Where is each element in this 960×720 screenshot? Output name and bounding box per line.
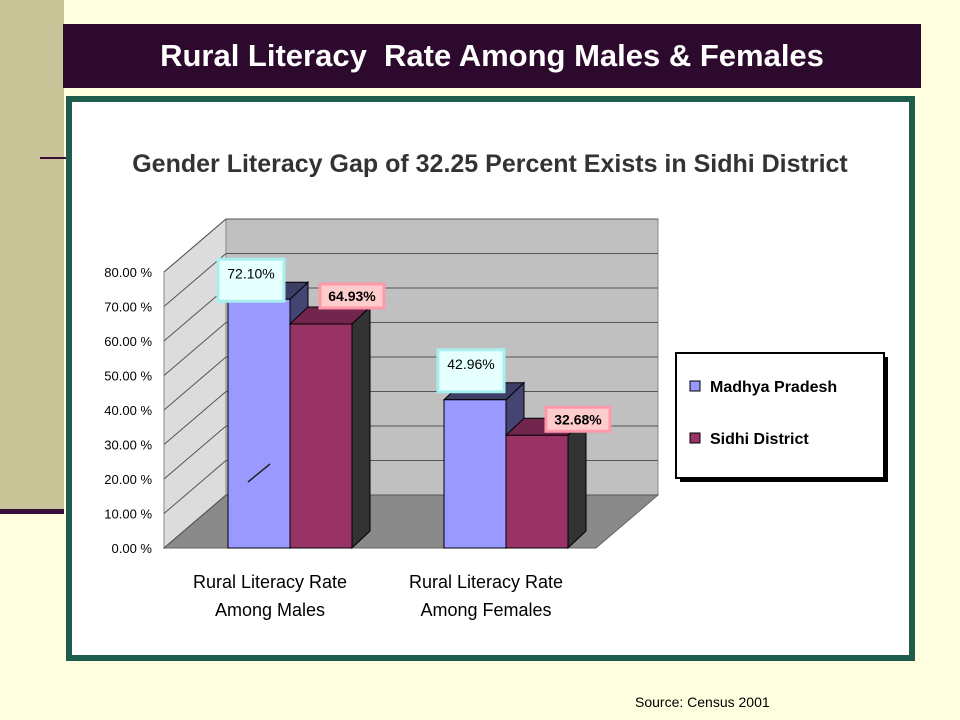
gridline-side <box>163 218 227 273</box>
source-note: Source: Census 2001 <box>635 694 770 710</box>
bar-sidhi-district <box>505 434 569 549</box>
left-tick-rule <box>40 157 66 159</box>
category-label: Among Females <box>420 600 551 620</box>
chart-title: Gender Literacy Gap of 32.25 Percent Exi… <box>132 150 848 178</box>
y-tick-label: 70.00 % <box>104 300 152 315</box>
bar-sidhi-district <box>289 323 353 549</box>
left-band-rule <box>0 509 64 514</box>
data-label-box <box>544 405 612 433</box>
data-label-box <box>216 257 286 303</box>
legend-label: Sidhi District <box>710 431 809 448</box>
data-label-box <box>318 282 386 310</box>
y-tick-label: 10.00 % <box>104 507 152 522</box>
y-tick-label: 60.00 % <box>104 334 152 349</box>
gridline-side <box>163 356 227 411</box>
bar-chart: Gender Literacy Gap of 32.25 Percent Exi… <box>104 150 888 620</box>
bar-madhya-pradesh <box>227 298 291 549</box>
stray-mark <box>247 463 271 483</box>
legend-label: Madhya Pradesh <box>710 379 837 396</box>
bar-side <box>351 305 371 550</box>
category-label: Among Males <box>215 600 325 620</box>
category-label: Rural Literacy Rate <box>193 572 347 592</box>
gridline-side <box>163 322 227 376</box>
gridline-side <box>163 253 227 307</box>
y-tick-label: 50.00 % <box>104 369 152 384</box>
gridline-side <box>163 425 227 480</box>
y-tick-label: 80.00 % <box>104 265 152 280</box>
data-label: 72.10% <box>227 265 274 281</box>
category-label: Rural Literacy Rate <box>409 572 563 592</box>
legend-swatch <box>689 432 701 444</box>
data-label: 42.96% <box>447 356 494 372</box>
chart-frame: Gender Literacy Gap of 32.25 Percent Exi… <box>66 96 915 661</box>
gridline-side <box>163 460 227 514</box>
slide-title-bar: Rural Literacy Rate Among Males & Female… <box>63 24 921 88</box>
bar-side <box>567 417 587 550</box>
slide-title: Rural Literacy Rate Among Males & Female… <box>160 38 824 73</box>
bar-madhya-pradesh <box>443 399 507 549</box>
y-tick-label: 20.00 % <box>104 472 152 487</box>
data-label-box <box>436 348 506 394</box>
y-tick-label: 40.00 % <box>104 403 152 418</box>
gridline-side <box>163 287 227 342</box>
gridline-side <box>163 391 227 445</box>
chart-panel: Gender Literacy Gap of 32.25 Percent Exi… <box>72 102 909 655</box>
data-label: 32.68% <box>554 411 602 427</box>
y-tick-label: 30.00 % <box>104 438 152 453</box>
y-tick-label: 0.00 % <box>112 541 153 556</box>
left-decor-band <box>0 0 64 512</box>
gridline-side <box>163 494 227 549</box>
legend-swatch <box>689 380 701 392</box>
data-label: 64.93% <box>328 288 376 304</box>
legend-box <box>675 352 885 479</box>
